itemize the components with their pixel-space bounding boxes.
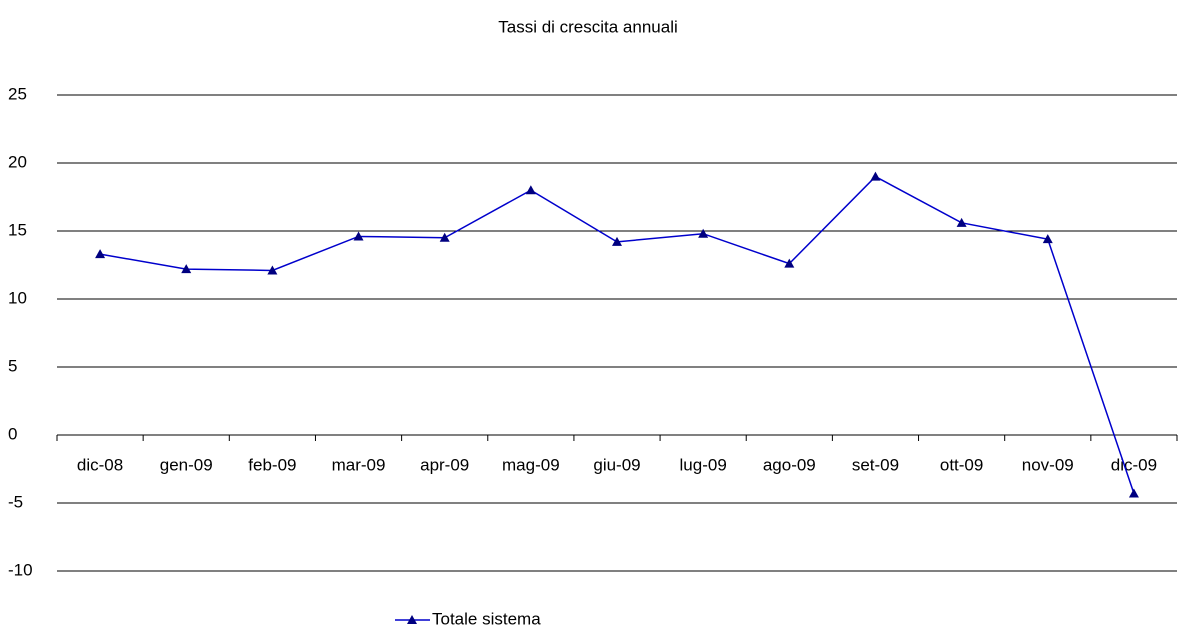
x-tick-label: gen-09	[160, 455, 213, 474]
marker	[956, 217, 967, 227]
y-tick-label: -5	[8, 492, 23, 511]
marker	[95, 249, 106, 259]
series-line	[99, 175, 1135, 494]
marker	[267, 265, 278, 275]
y-tick-label: 25	[8, 84, 27, 103]
marker	[1042, 234, 1053, 244]
marker	[612, 236, 622, 246]
legend-marker	[407, 615, 417, 624]
chart-title: Tassi di crescita annuali	[498, 17, 678, 36]
marker	[181, 264, 192, 274]
y-tick-label: 20	[8, 152, 27, 171]
x-tick-label: apr-09	[420, 455, 469, 474]
x-tick-label: nov-09	[1022, 455, 1074, 474]
y-tick-label: -10	[8, 560, 33, 579]
x-tick-label: feb-09	[248, 455, 296, 474]
y-tick-label: 0	[8, 424, 17, 443]
x-tick-label: ott-09	[940, 455, 983, 474]
marker	[698, 228, 709, 238]
legend-label: Totale sistema	[432, 609, 541, 628]
marker	[439, 232, 450, 242]
x-tick-label: mag-09	[502, 455, 560, 474]
x-tick-label: ago-09	[763, 455, 816, 474]
x-tick-label: lug-09	[680, 455, 727, 474]
x-tick-label: giu-09	[593, 455, 640, 474]
y-tick-label: 15	[8, 220, 27, 239]
marker	[1128, 488, 1139, 498]
x-tick-label: dic-08	[77, 455, 123, 474]
y-tick-label: 5	[8, 356, 17, 375]
x-tick-label: set-09	[852, 455, 899, 474]
marker	[525, 185, 536, 195]
x-tick-label: mar-09	[332, 455, 386, 474]
x-tick-label: dic-09	[1111, 455, 1157, 474]
y-tick-label: 10	[8, 288, 27, 307]
marker	[353, 231, 364, 241]
marker	[870, 171, 881, 181]
marker	[784, 258, 795, 268]
